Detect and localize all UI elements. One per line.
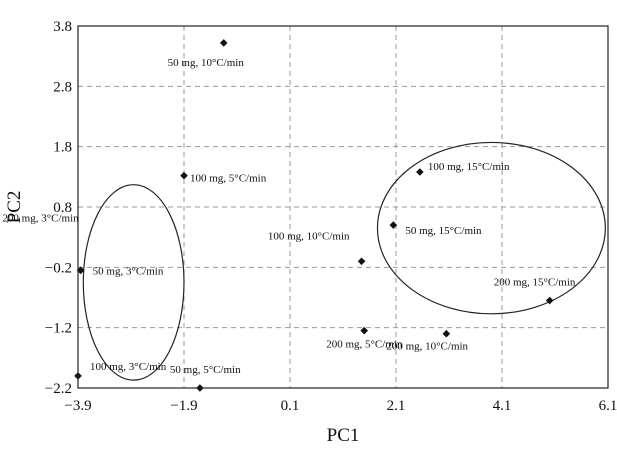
data-point [180,171,188,180]
y-tick-label: −0.2 [45,260,72,276]
data-points [74,39,554,392]
point-label: 50 mg, 10°C/min [168,57,245,69]
y-axis-title: PC2 [4,191,25,224]
data-point [389,221,398,229]
x-tick-label: 6.1 [599,398,617,414]
point-label: 200 mg, 15°C/min [494,277,576,289]
point-label: 100 mg, 10°C/min [268,230,350,242]
x-tick-label: 2.1 [387,398,406,414]
point-labels: 50 mg, 10°C/min 100 mg, 5°C/min 100 mg, 15… [2,57,575,376]
data-point [545,296,554,305]
point-label: 100 mg, 5°C/min [190,173,267,185]
data-point [76,266,85,275]
x-tick-label: −1.9 [170,398,197,414]
y-tick-label: −1.2 [45,321,72,337]
y-tick-label: 1.8 [53,140,72,156]
data-point [442,329,451,338]
point-label: 50 mg, 5°C/min [170,364,241,376]
point-label: 100 mg, 15°C/min [428,161,510,173]
y-tick-label: 3.8 [53,19,72,35]
data-point [360,326,368,335]
data-point [219,39,228,47]
x-tick-label: −3.9 [64,398,91,414]
gridlines [78,26,608,388]
point-label: 100 mg, 3°C/min [90,361,167,373]
cluster-ellipse [82,184,185,381]
point-label: 200 mg, 3°C/min [2,212,79,224]
point-label: 50 mg, 3°C/min [93,265,164,277]
y-tick-label: −2.2 [45,381,72,397]
plot-frame [77,25,609,389]
x-axis-title: PC1 [327,425,360,446]
x-tick-label: 0.1 [281,398,300,414]
data-point [357,257,366,266]
point-label: 50 mg, 15°C/min [405,225,482,237]
y-tick-label: 2.8 [53,79,72,95]
y-tick-labels: 3.8 2.8 1.8 0.8 −0.2 −1.2 −2.2 [45,19,72,397]
cluster-ellipse [376,141,606,315]
cluster-ellipses [82,141,606,381]
x-tick-label: 4.1 [493,398,512,414]
point-label: 200 mg, 5°C/min [326,339,403,351]
y-tick-label: 0.8 [53,200,72,216]
x-tick-labels: −3.9 −1.9 0.1 2.1 4.1 6.1 [64,398,617,414]
point-label: 200 mg, 10°C/min [386,341,468,353]
data-point [416,168,424,176]
